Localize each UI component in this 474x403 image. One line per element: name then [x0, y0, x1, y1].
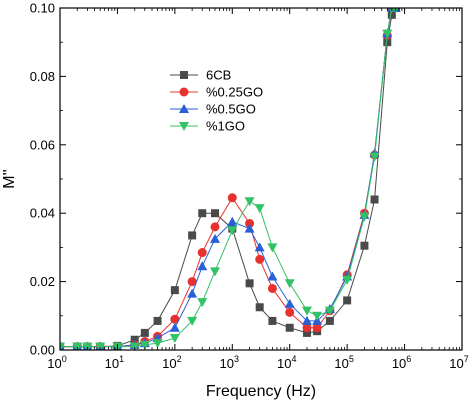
legend-marker	[179, 87, 189, 97]
legend-item: 6CB	[170, 68, 231, 83]
data-point	[387, 10, 396, 19]
data-point	[359, 212, 370, 222]
data-point	[255, 303, 264, 312]
data-point	[169, 322, 180, 332]
data-point	[197, 261, 208, 271]
series-line	[60, 8, 396, 348]
y-tick-label: 0.06	[30, 137, 55, 152]
data-point	[360, 241, 369, 250]
x-tick-label: 106	[392, 354, 411, 371]
data-point	[153, 316, 162, 325]
data-point	[312, 323, 322, 333]
legend-label: 6CB	[206, 68, 231, 83]
x-tick-label: 103	[220, 354, 239, 371]
data-point	[284, 279, 295, 289]
series-layer	[60, 8, 401, 350]
data-point	[245, 279, 254, 288]
y-axis-title: M''	[1, 169, 18, 188]
legend-marker	[179, 122, 189, 131]
data-point	[302, 306, 313, 316]
data-point	[139, 340, 150, 350]
data-point	[187, 288, 198, 298]
data-point	[227, 193, 237, 203]
data-point	[343, 296, 352, 305]
data-point	[302, 323, 312, 333]
data-point	[210, 222, 220, 232]
data-point	[72, 342, 83, 350]
data-point	[140, 328, 149, 337]
data-point	[254, 242, 265, 252]
data-point	[324, 306, 335, 316]
data-point	[285, 307, 295, 317]
x-tick-label: 107	[449, 354, 468, 371]
data-point	[209, 267, 220, 277]
data-point	[227, 226, 238, 236]
data-point	[255, 254, 265, 264]
x-tick-label: 101	[105, 354, 124, 371]
data-point	[187, 316, 198, 326]
legend-label: %0.25GO	[206, 85, 263, 100]
y-tick-label: 0.00	[30, 343, 55, 358]
x-tick-label: 105	[334, 354, 353, 371]
legend-item: %0.25GO	[170, 85, 263, 100]
data-point	[187, 277, 197, 287]
data-point	[245, 218, 255, 228]
data-point	[95, 342, 106, 350]
data-point	[197, 298, 208, 308]
data-point	[197, 248, 207, 258]
data-point	[370, 195, 379, 204]
data-point	[170, 314, 180, 324]
data-point	[369, 152, 380, 162]
legend-label: %0.5GO	[206, 102, 256, 117]
data-point	[267, 283, 277, 293]
y-tick-label: 0.02	[30, 274, 55, 289]
axes: 100 101 102 103 104 105 106 107 0.00 0.02 0.04 0.06…	[30, 1, 469, 372]
data-point	[302, 315, 313, 325]
legend-marker	[179, 104, 189, 113]
data-point	[227, 216, 238, 226]
data-point	[268, 316, 277, 325]
legend-item: %0.5GO	[170, 102, 256, 117]
data-point	[325, 316, 334, 325]
data-point	[152, 339, 163, 349]
data-point	[209, 233, 220, 243]
legend: 6CB %0.25GO %0.5GO %1GO	[170, 68, 263, 134]
y-tick-label: 0.10	[30, 1, 55, 16]
data-point	[198, 209, 207, 218]
data-point	[210, 209, 219, 218]
data-point	[244, 223, 255, 233]
data-point	[129, 342, 140, 350]
data-point	[82, 342, 93, 350]
x-tick-label: 100	[47, 354, 66, 371]
data-point	[303, 328, 312, 337]
data-point	[285, 323, 294, 332]
data-point	[60, 342, 65, 350]
x-tick-label: 104	[277, 354, 296, 371]
x-axis-title: Frequency (Hz)	[206, 383, 316, 400]
data-point	[267, 243, 278, 253]
data-point	[130, 335, 139, 344]
y-tick-label: 0.04	[30, 206, 55, 221]
y-tick-label: 0.08	[30, 69, 55, 84]
legend-label: %1GO	[206, 119, 245, 134]
data-point	[342, 275, 353, 285]
data-point	[383, 38, 392, 47]
plot-background	[60, 8, 462, 350]
legend-marker	[180, 71, 188, 79]
x-tick-label: 102	[162, 354, 181, 371]
data-point	[382, 29, 393, 39]
plot-area	[60, 8, 462, 350]
data-point	[169, 334, 180, 344]
data-point	[267, 271, 278, 281]
data-point	[284, 298, 295, 308]
data-point	[254, 204, 265, 214]
data-point	[170, 286, 179, 295]
data-point	[188, 231, 197, 240]
data-point	[312, 311, 323, 321]
data-point	[244, 197, 255, 207]
legend-item: %1GO	[170, 119, 245, 134]
